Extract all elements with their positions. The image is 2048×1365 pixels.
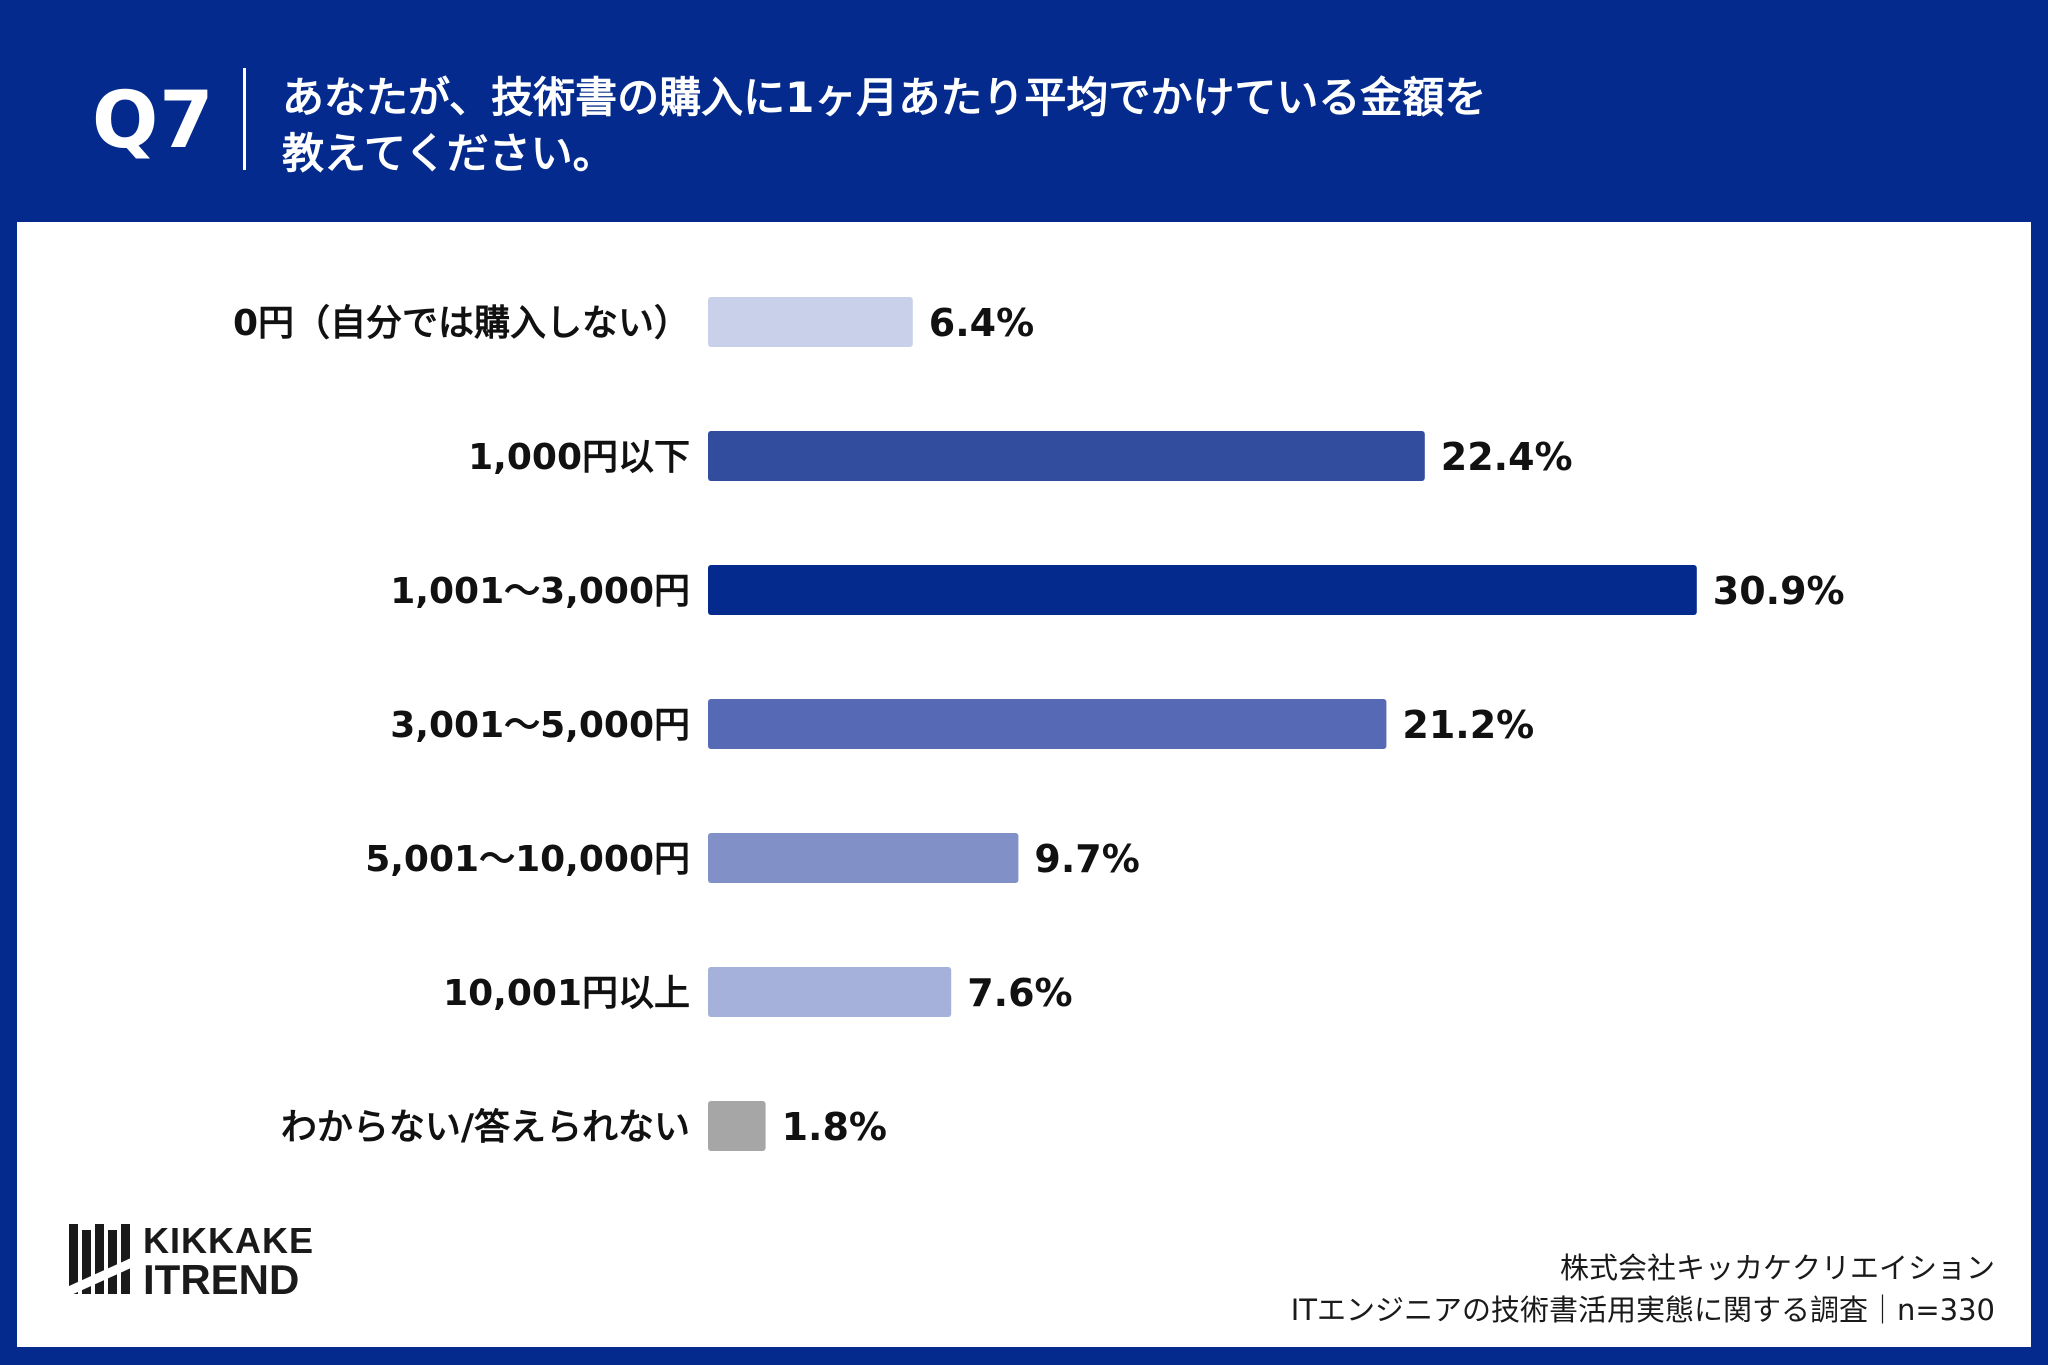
source-note: 株式会社キッカケクリエイション ITエンジニアの技術書活用実態に関する調査｜n=…	[1291, 1247, 1995, 1331]
category-label: 3,001〜5,000円	[390, 705, 690, 746]
header: Q7 あなたが、技術書の購入に1ヶ月あたり平均でかけている金額を 教えてください…	[0, 0, 2048, 222]
logo-bars-icon	[69, 1224, 131, 1294]
question-title-line1: あなたが、技術書の購入に1ヶ月あたり平均でかけている金額を	[282, 73, 1487, 122]
chart-panel: 0円（自分では購入しない） 6.4% 1,000円以下 22.4% 1,001〜3,00…	[17, 222, 2031, 1347]
value-label: 7.6%	[967, 971, 1072, 1015]
source-company: 株式会社キッカケクリエイション	[1559, 1251, 1995, 1285]
value-label: 22.4%	[1441, 435, 1573, 479]
value-label: 6.4%	[929, 301, 1034, 345]
value-label: 1.8%	[782, 1105, 887, 1149]
category-label: 10,001円以上	[443, 973, 690, 1014]
category-label: わからない/答えられない	[281, 1107, 690, 1148]
value-label: 9.7%	[1034, 837, 1139, 881]
value-label: 21.2%	[1402, 703, 1534, 747]
category-label: 1,001〜3,000円	[390, 571, 690, 612]
source-survey: ITエンジニアの技術書活用実態に関する調査｜n=330	[1290, 1293, 1995, 1327]
category-label: 0円（自分では購入しない）	[233, 303, 690, 344]
question-title: あなたが、技術書の購入に1ヶ月あたり平均でかけている金額を 教えてください。	[282, 70, 1882, 182]
logo-text-itrend: ITREND	[143, 1256, 300, 1303]
bar	[708, 699, 1387, 749]
bar-chart: 0円（自分では購入しない） 6.4% 1,000円以下 22.4% 1,001〜3,00…	[233, 297, 1845, 1151]
category-label: 1,000円以下	[468, 437, 690, 478]
question-title-line2: 教えてください。	[282, 129, 615, 178]
bar	[708, 297, 913, 347]
value-label: 30.9%	[1713, 569, 1845, 613]
bar	[708, 1101, 766, 1151]
bar	[708, 833, 1019, 883]
bar	[708, 967, 952, 1017]
bar	[708, 565, 1697, 615]
header-divider	[243, 68, 246, 170]
brand-logo: KIKKAKE ITREND	[69, 1220, 329, 1303]
question-number: Q7	[92, 76, 215, 166]
category-label: 5,001〜10,000円	[365, 839, 690, 880]
bar	[708, 431, 1425, 481]
logo-text-kikkake: KIKKAKE	[143, 1220, 315, 1261]
